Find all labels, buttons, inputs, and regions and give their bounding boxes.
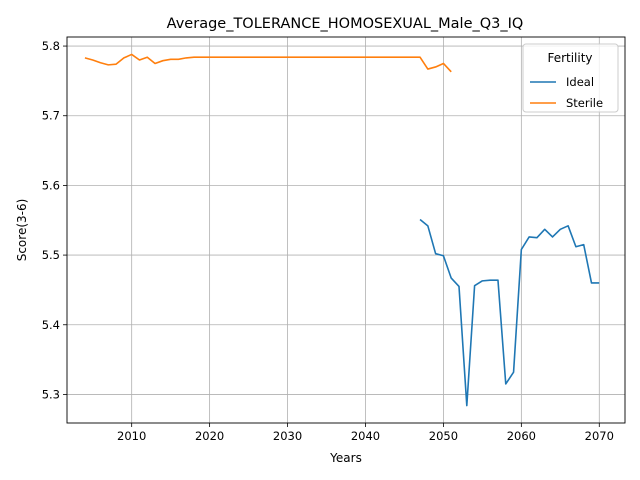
y-tick-label: 5.7 — [42, 109, 60, 123]
series-line-ideal — [419, 218, 600, 407]
x-tick-label: 2050 — [429, 429, 458, 443]
x-tick-label: 2010 — [117, 429, 146, 443]
x-axis-label: Years — [329, 451, 362, 465]
legend-title: Fertility — [547, 51, 592, 65]
y-tick-label: 5.6 — [42, 178, 60, 192]
y-axis-ticks: 5.3 5.4 5.5 5.6 5.7 5.8 — [42, 39, 67, 401]
series-line-sterile — [84, 53, 452, 73]
x-tick-label: 2040 — [351, 429, 380, 443]
y-tick-label: 5.8 — [42, 39, 60, 53]
plot-area-frame — [66, 36, 626, 424]
legend-box — [522, 43, 619, 113]
legend: Fertility Ideal Sterile — [522, 43, 619, 113]
y-tick-label: 5.5 — [42, 248, 60, 262]
x-tick-label: 2020 — [195, 429, 224, 443]
y-axis-label: Score(3-6) — [15, 199, 29, 262]
chart-title: Average_TOLERANCE_HOMOSEXUAL_Male_Q3_IQ — [167, 16, 524, 32]
x-tick-label: 2060 — [507, 429, 536, 443]
legend-label-ideal: Ideal — [566, 75, 594, 89]
series-lines — [84, 53, 600, 407]
legend-label-sterile: Sterile — [566, 96, 603, 110]
y-tick-label: 5.4 — [42, 318, 60, 332]
x-axis-ticks: 2010 2020 2030 2040 2050 2060 2070 — [117, 423, 614, 443]
x-tick-label: 2030 — [273, 429, 302, 443]
x-tick-label: 2070 — [585, 429, 614, 443]
y-tick-label: 5.3 — [42, 387, 60, 401]
